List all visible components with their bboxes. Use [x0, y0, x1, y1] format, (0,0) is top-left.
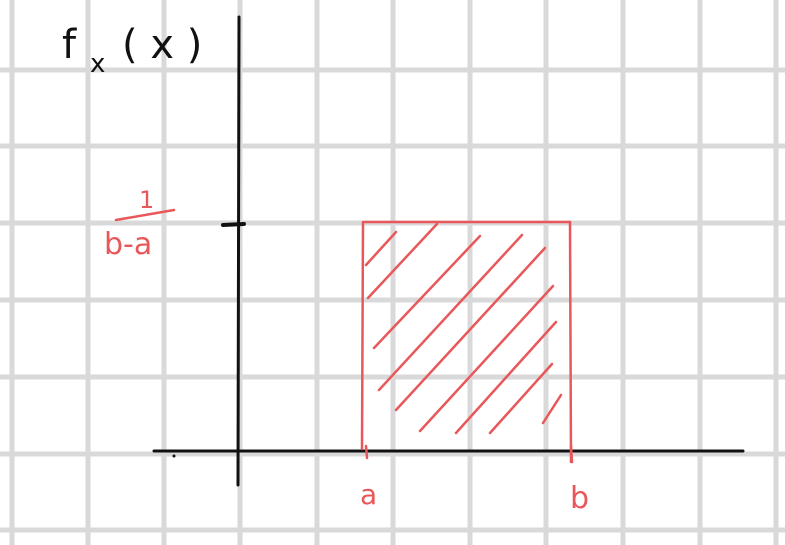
- y-axis-label: f x ( x ): [62, 22, 202, 79]
- height-label-denominator: b-a: [104, 227, 152, 262]
- pdf-left-edge: [360, 220, 365, 451]
- y-tick: [221, 222, 246, 227]
- y-axis: [236, 15, 241, 487]
- height-label-fraction-bar: [114, 208, 176, 222]
- pdf-region: [360, 220, 574, 464]
- tick-b: [569, 444, 574, 464]
- y-label-argument: ( x ): [122, 22, 202, 68]
- hatching: [364, 222, 563, 435]
- tick-a: [364, 444, 369, 460]
- x-label-b: b: [570, 481, 589, 516]
- x-axis-dot: [172, 454, 176, 458]
- height-label: 1 b-a: [104, 186, 176, 262]
- axes: [152, 15, 745, 487]
- y-label-f: f: [62, 22, 77, 68]
- height-label-numerator: 1: [139, 186, 154, 214]
- pdf-right-edge: [568, 220, 573, 464]
- x-label-a: a: [360, 478, 377, 511]
- y-label-subscript: x: [90, 49, 105, 79]
